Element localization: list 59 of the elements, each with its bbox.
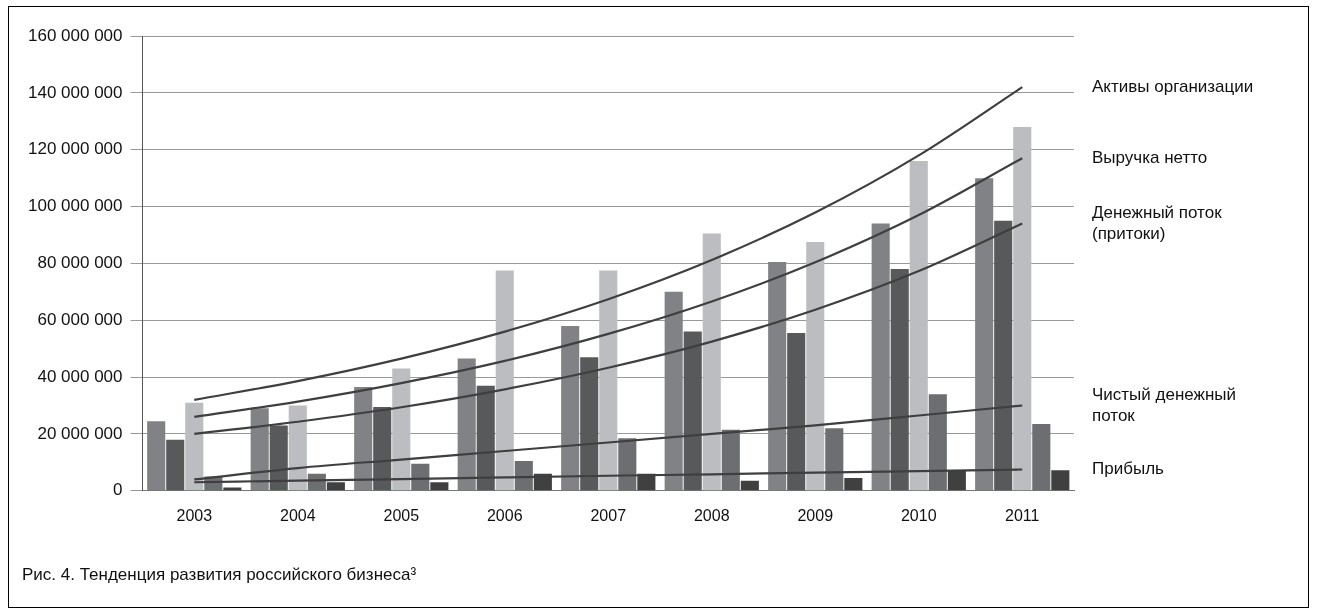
y-tick-label: 60 000 000 <box>37 309 123 329</box>
x-tick-label: 2011 <box>1005 506 1040 524</box>
bar <box>392 368 411 491</box>
x-tick-label: 2007 <box>590 506 627 524</box>
y-tick-label: 0 <box>113 480 123 500</box>
bar <box>787 333 806 491</box>
bar <box>476 385 495 491</box>
y-tick-label: 40 000 000 <box>37 366 123 386</box>
bar <box>430 482 449 491</box>
text: Прибыль <box>1092 459 1165 479</box>
bar <box>599 270 618 491</box>
bar <box>354 387 373 491</box>
bar <box>1013 126 1032 491</box>
bar <box>683 331 702 491</box>
text: Чистый денежный поток <box>1092 385 1237 426</box>
y-tick-label: 80 000 000 <box>37 253 123 273</box>
bar <box>147 421 166 491</box>
x-tick-label: 2004 <box>279 506 316 524</box>
bar <box>580 357 599 491</box>
y-tick-label: 160 000 000 <box>27 25 123 45</box>
x-tick-label: 2003 <box>176 506 213 524</box>
x-tick-label: 2010 <box>900 506 937 524</box>
bar <box>994 220 1013 491</box>
bar <box>166 439 185 491</box>
bar <box>185 402 204 491</box>
bar <box>702 233 721 491</box>
bar <box>806 242 825 491</box>
text: Рис. 4. Тенденция развития российского бизнеса³ <box>22 565 417 585</box>
text: Денежный поток (притоки) <box>1092 203 1223 244</box>
bar <box>288 405 307 491</box>
line-series <box>193 222 1024 436</box>
y-tick-label: 100 000 000 <box>27 196 123 216</box>
bar <box>890 269 909 491</box>
y-tick-label: 120 000 000 <box>27 139 123 159</box>
bar <box>457 358 476 491</box>
bar <box>975 178 994 491</box>
text: Выручка нетто <box>1092 147 1208 167</box>
x-tick-label: 2006 <box>486 506 523 524</box>
text: Активы организации <box>1092 76 1254 96</box>
bar <box>740 480 759 491</box>
bar <box>373 406 392 491</box>
line-series <box>193 157 1024 418</box>
y-tick-label: 20 000 000 <box>37 423 123 443</box>
bar <box>664 291 683 491</box>
x-tick-label: 2009 <box>797 506 834 524</box>
bar <box>269 425 288 491</box>
bar <box>561 325 580 491</box>
y-tick-label: 140 000 000 <box>27 82 123 102</box>
x-tick-label: 2005 <box>383 506 420 524</box>
bar <box>495 270 514 491</box>
x-tick-label: 2008 <box>693 506 730 524</box>
line-series <box>193 86 1024 401</box>
bar <box>223 487 242 491</box>
bar <box>844 478 863 491</box>
bar <box>909 161 928 491</box>
bar <box>250 408 269 491</box>
bar <box>871 223 890 491</box>
bar <box>768 261 787 491</box>
bar <box>1051 470 1070 491</box>
